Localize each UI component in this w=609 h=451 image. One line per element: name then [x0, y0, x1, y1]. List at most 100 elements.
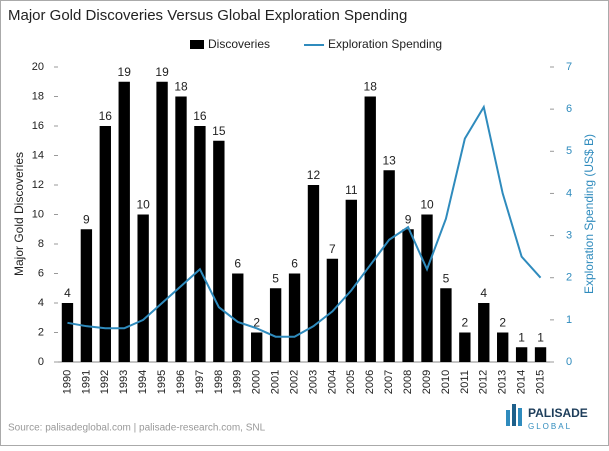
x-tick-label: 1992 [99, 370, 111, 394]
x-tick-label: 2002 [288, 370, 300, 394]
y-tick-label: 4 [38, 297, 44, 309]
x-tick-label: 2015 [534, 370, 546, 394]
data-label: 6 [234, 257, 241, 271]
bar [175, 96, 187, 362]
y-tick-label: 14 [32, 149, 44, 161]
bar [194, 126, 206, 362]
bar [345, 199, 357, 362]
bar [478, 303, 490, 362]
y2-tick-label: 6 [566, 103, 572, 115]
x-tick-label: 2009 [421, 370, 433, 394]
bar [440, 288, 452, 362]
bar [269, 288, 282, 362]
data-label: 16 [99, 109, 113, 123]
y-tick-label: 16 [32, 120, 44, 132]
y2-tick-label: 1 [566, 314, 572, 326]
chart-title: Major Gold Discoveries Versus Global Exp… [8, 7, 407, 24]
x-tick-label: 1998 [213, 370, 225, 394]
bar [213, 140, 225, 362]
x-tick-label: 2007 [383, 370, 395, 394]
logo-icon [512, 404, 516, 426]
x-tick-label: 2010 [440, 370, 452, 394]
data-label: 4 [480, 286, 487, 300]
bar [80, 229, 93, 362]
data-label: 7 [329, 242, 336, 256]
data-label: 1 [518, 330, 525, 344]
bar [459, 332, 471, 362]
x-tick-label: 2005 [345, 370, 357, 394]
data-label: 18 [174, 80, 188, 94]
bar [497, 332, 509, 362]
bar [421, 214, 433, 362]
data-label: 5 [443, 271, 450, 285]
data-label: 9 [405, 212, 412, 226]
bar [402, 229, 414, 362]
x-tick-label: 1995 [156, 370, 168, 394]
bar [137, 214, 149, 362]
logo: PALISADE GLOBAL [506, 404, 588, 431]
x-tick-label: 1997 [194, 370, 206, 394]
x-tick-label: 2012 [478, 370, 490, 394]
y2-tick-label: 5 [566, 145, 572, 157]
data-label: 19 [155, 65, 169, 79]
y-tick-label: 20 [32, 61, 44, 73]
y-tick-label: 18 [32, 90, 44, 102]
data-label: 18 [364, 80, 378, 94]
data-label: 1 [537, 330, 544, 344]
x-tick-label: 1996 [175, 370, 187, 394]
x-tick-label: 2011 [459, 370, 471, 394]
legend-label: Discoveries [208, 37, 270, 51]
data-label: 2 [253, 316, 260, 330]
y2-tick-label: 4 [566, 187, 572, 199]
data-label: 9 [83, 212, 90, 226]
bar [534, 347, 547, 362]
x-tick-label: 2006 [364, 370, 376, 394]
bar [515, 347, 528, 362]
y2-tick-label: 7 [566, 61, 572, 73]
line [67, 104, 542, 338]
x-tick-label: 2008 [402, 370, 414, 394]
logo-icon [518, 408, 522, 426]
y2-axis-label: Exploration Spending (US$ B) [582, 134, 596, 294]
x-tick-label: 1990 [61, 370, 73, 394]
data-label: 2 [499, 316, 506, 330]
bar [383, 170, 395, 362]
legend-label: Exploration Spending [328, 37, 442, 51]
data-label: 16 [193, 109, 207, 123]
x-tick-label: 2013 [497, 370, 509, 394]
y-tick-label: 10 [32, 208, 44, 220]
y2-tick-label: 0 [566, 356, 572, 368]
data-label: 12 [307, 168, 321, 182]
data-label: 5 [272, 271, 279, 285]
bar [232, 273, 244, 362]
logo-sub: GLOBAL [528, 422, 572, 431]
x-tick-label: 1999 [232, 370, 244, 394]
y-tick-label: 12 [32, 179, 44, 191]
logo-icon [506, 410, 510, 426]
data-label: 13 [382, 153, 396, 167]
bar [118, 81, 130, 362]
data-label: 4 [64, 286, 71, 300]
x-tick-label: 2004 [326, 370, 338, 394]
bar [99, 126, 111, 362]
y-tick-label: 8 [38, 238, 44, 250]
bar [307, 185, 320, 362]
bar [364, 96, 376, 362]
x-tick-label: 1993 [118, 370, 130, 394]
x-tick-label: 2014 [516, 370, 528, 394]
y2-tick-label: 3 [566, 229, 572, 241]
legend-swatch [190, 40, 204, 49]
data-label: 10 [136, 198, 150, 212]
bar [251, 332, 263, 362]
x-tick-label: 2001 [270, 370, 282, 394]
data-label: 10 [420, 198, 434, 212]
data-label: 2 [462, 316, 469, 330]
data-label: 15 [212, 124, 226, 138]
data-label: 11 [345, 183, 358, 197]
x-tick-label: 1991 [80, 370, 92, 394]
bar [288, 273, 301, 362]
y2-tick-label: 2 [566, 272, 572, 284]
data-label: 19 [118, 65, 132, 79]
source: Source: palisadeglobal.com | palisade-re… [8, 423, 266, 434]
